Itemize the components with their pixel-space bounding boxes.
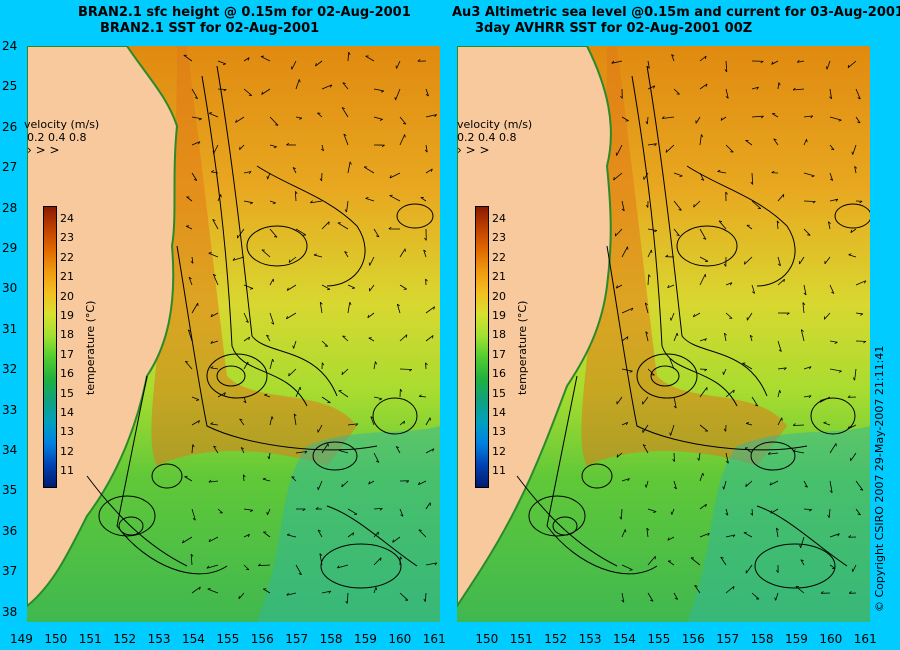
left-title-line1: BRAN2.1 sfc height @ 0.15m for 02-Aug-20… (78, 5, 411, 20)
colorbar-tick-12: 12 (60, 444, 74, 458)
right-longitude-tick-151: 151 (509, 632, 533, 646)
right-longitude-tick-159: 159 (785, 632, 808, 646)
right-longitude-tick-157: 157 (716, 632, 740, 646)
right-colorbar (475, 206, 489, 488)
left-velocity-label: velocity (m/s) (24, 118, 100, 131)
latitude-tick-30: 30 (2, 281, 18, 296)
latitude-tick-28: 28 (2, 200, 18, 215)
colorbar-tick-18: 18 (60, 328, 74, 342)
left-cool-water (257, 426, 440, 622)
left-longitude-tick-156: 156 (250, 632, 274, 646)
right-velocity-label: velocity (m/s) (457, 118, 533, 131)
colorbar-tick-19: 19 (60, 309, 74, 322)
colorbar-tick-22: 22 (492, 250, 506, 264)
right-colorbar-title: temperature (°C) (516, 300, 529, 395)
right-longitude-tick-160: 160 (819, 632, 843, 646)
latitude-tick-25: 25 (2, 79, 18, 94)
colorbar-tick-20: 20 (492, 289, 506, 303)
colorbar-tick-21: 21 (60, 270, 74, 284)
right-title-line2: 3day AVHRR SST for 02-Aug-2001 00Z (475, 21, 753, 36)
left-longitude-tick-149: 149 (10, 632, 33, 646)
colorbar-tick-17: 17 (60, 347, 74, 361)
colorbar-tick-20: 20 (60, 289, 74, 303)
latitude-tick-24: 24 (2, 39, 18, 53)
colorbar-tick-16: 16 (492, 367, 506, 381)
left-land (27, 46, 179, 608)
right-longitude-tick-161: 161 (853, 632, 877, 646)
copyright-notice: © Copyright CSIRO 2007 29-May-2007 21:11… (873, 345, 886, 612)
left-colorbar (43, 206, 57, 488)
colorbar-tick-19: 19 (492, 309, 506, 322)
left-longitude-tick-161: 161 (422, 632, 446, 646)
colorbar-tick-11: 11 (492, 464, 506, 478)
right-longitude-tick-158: 158 (750, 632, 774, 646)
colorbar-tick-13: 13 (60, 425, 74, 439)
right-title-line1: Au3 Altimetric sea level @0.15m and curr… (452, 5, 900, 20)
latitude-tick-32: 32 (2, 362, 18, 377)
right-velocity-arrows (611, 54, 867, 603)
colorbar-tick-15: 15 (60, 386, 74, 400)
left-velocity-arrows: › > > (27, 143, 60, 157)
colorbar-tick-21: 21 (492, 270, 506, 284)
colorbar-tick-18: 18 (492, 328, 506, 342)
latitude-tick-26: 26 (2, 119, 18, 134)
colorbar-tick-24: 24 (60, 212, 74, 225)
colorbar-tick-13: 13 (492, 425, 506, 439)
colorbar-tick-14: 14 (60, 406, 74, 419)
left-velocity-arrows (182, 51, 438, 604)
colorbar-tick-17: 17 (492, 347, 506, 361)
left-longitude-tick-150: 150 (44, 632, 68, 646)
colorbar-tick-23: 23 (492, 231, 506, 245)
right-sea-level-contours (516, 65, 870, 589)
left-longitude-tick-154: 154 (182, 632, 205, 646)
right-longitude-tick-156: 156 (681, 632, 705, 646)
latitude-tick-37: 37 (2, 564, 18, 579)
right-cool-water (687, 426, 870, 622)
left-longitude-tick-159: 159 (354, 632, 377, 646)
left-longitude-tick-152: 152 (113, 632, 137, 646)
latitude-tick-33: 33 (2, 402, 18, 417)
left-sst-map (27, 46, 440, 622)
colorbar-tick-11: 11 (60, 464, 74, 478)
right-land (457, 46, 612, 608)
right-velocity-arrows: › > > (457, 143, 490, 157)
latitude-tick-38: 38 (2, 604, 18, 619)
latitude-tick-35: 35 (2, 483, 18, 498)
right-longitude-tick-150: 150 (475, 632, 499, 646)
colorbar-tick-23: 23 (60, 231, 74, 245)
colorbar-tick-16: 16 (60, 367, 74, 381)
left-velocity-scale: 0.2 0.4 0.8 (27, 131, 87, 144)
right-longitude-tick-153: 153 (578, 632, 602, 646)
left-velocity-legend: velocity (m/s) 0.2 0.4 0.8 › > > (24, 118, 100, 157)
left-warm-current (151, 46, 357, 466)
left-longitude-tick-158: 158 (319, 632, 343, 646)
colorbar-tick-14: 14 (492, 406, 506, 419)
latitude-tick-31: 31 (2, 321, 18, 336)
right-longitude-tick-154: 154 (613, 632, 636, 646)
right-velocity-legend: velocity (m/s) 0.2 0.4 0.8 › > > (457, 118, 532, 157)
right-map-panel (457, 46, 870, 622)
colorbar-tick-24: 24 (492, 212, 506, 225)
left-colorbar-title: temperature (°C) (84, 300, 97, 395)
right-longitude-tick-152: 152 (544, 632, 568, 646)
left-title-line2: BRAN2.1 SST for 02-Aug-2001 (100, 21, 320, 36)
left-longitude-tick-157: 157 (285, 632, 309, 646)
latitude-tick-29: 29 (2, 241, 18, 255)
left-map-panel (27, 46, 440, 622)
left-longitude-tick-153: 153 (147, 632, 171, 646)
latitude-tick-36: 36 (2, 523, 18, 538)
left-longitude-tick-151: 151 (78, 632, 102, 646)
colorbar-tick-12: 12 (492, 444, 506, 458)
left-longitude-tick-155: 155 (216, 632, 240, 646)
right-longitude-tick-155: 155 (647, 632, 671, 646)
right-warm-current (581, 46, 787, 466)
right-sst-map (457, 46, 870, 622)
left-longitude-tick-160: 160 (388, 632, 412, 646)
latitude-tick-34: 34 (2, 443, 18, 457)
latitude-tick-27: 27 (2, 160, 18, 175)
colorbar-tick-15: 15 (492, 386, 506, 400)
right-velocity-scale: 0.2 0.4 0.8 (457, 131, 517, 144)
colorbar-tick-22: 22 (60, 250, 74, 264)
